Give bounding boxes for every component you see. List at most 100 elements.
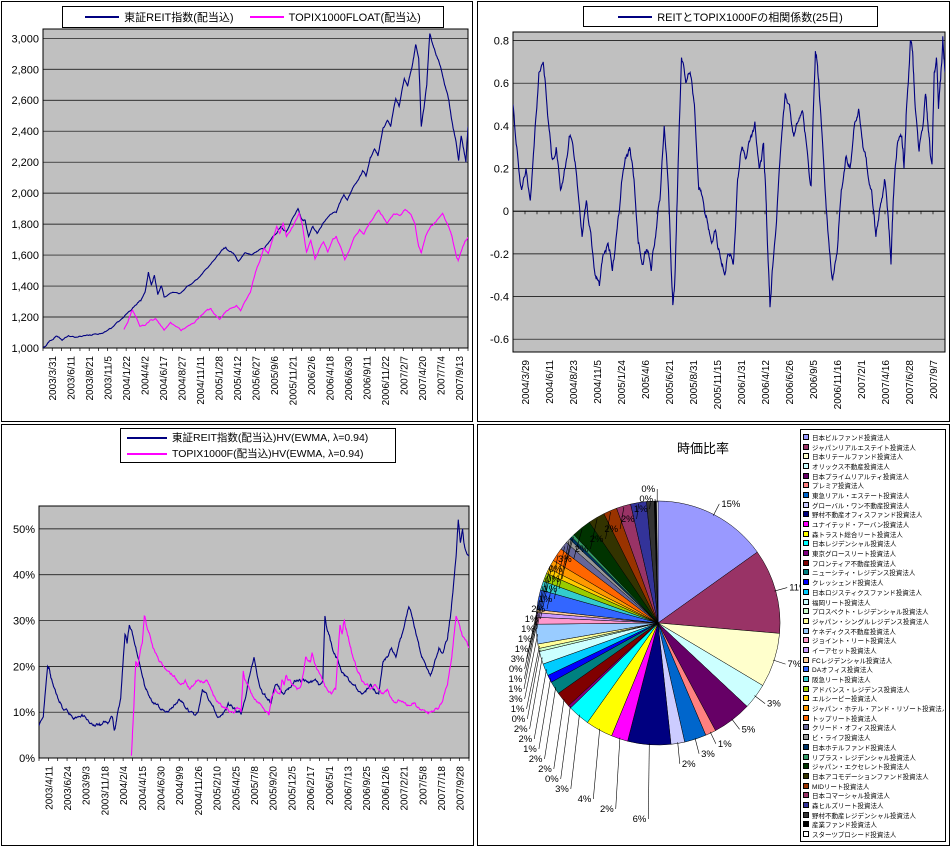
pie-legend-label: オリックス不動産投資法人 xyxy=(812,463,890,471)
pie-label-leader xyxy=(731,718,740,730)
pie-label-leader xyxy=(590,518,598,550)
pie-label-leader xyxy=(544,687,556,760)
pie-legend-swatch-icon xyxy=(803,666,809,673)
pie-legend-label: 日本アコモデーションファンド投資法人 xyxy=(812,773,929,781)
pie-percent-label: 1% xyxy=(539,594,553,605)
x-tick-label: 2007/4/16 xyxy=(881,360,892,405)
pie-label-leader xyxy=(636,503,639,520)
pie-legend-swatch-icon xyxy=(803,540,809,547)
x-tick-label: 2006/2/6 xyxy=(307,356,318,395)
legend-entry: 東証REIT指数(配当込) xyxy=(85,9,234,25)
pie-legend-label: クレッシェンド投資法人 xyxy=(812,580,884,588)
pie-legend-swatch-icon xyxy=(803,443,809,450)
pie-percent-label: 3% xyxy=(509,694,523,705)
pie-label-leader xyxy=(533,669,547,740)
pie-legend-item: ビ・ライフ投資法人 xyxy=(803,732,944,742)
pie-legend-swatch-icon xyxy=(803,617,809,624)
pie-label-leader xyxy=(526,599,540,660)
pie-legend-item: クレッシェンド投資法人 xyxy=(803,577,944,587)
pie-legend-swatch-icon xyxy=(803,637,809,644)
pie-legend-swatch-icon xyxy=(803,627,809,634)
y-tick-label: 2,800 xyxy=(11,64,39,76)
x-tick-label: 2004/8/23 xyxy=(569,360,580,405)
pie-label-leader xyxy=(561,538,572,580)
pie-percent-label: 1% xyxy=(511,704,525,715)
x-tick-label: 2006/4/18 xyxy=(325,356,336,401)
pie-legend-item: クリード・オフィス投資法人 xyxy=(803,723,944,733)
pie-legend-swatch-icon xyxy=(803,831,809,838)
pie-legend-item: 日本プライムリアルティ投資法人 xyxy=(803,471,944,481)
x-tick-label: 2007/2/7 xyxy=(399,356,410,395)
pie-chart-legend: 日本ビルファンド投資法人 ジャパンリアルエステイト投資法人 日本リテールファンド投資… xyxy=(800,429,946,842)
x-tick-label: 2006/6/26 xyxy=(785,360,796,405)
x-tick-label: 2005/7/8 xyxy=(250,766,261,805)
reit-index-series xyxy=(43,33,468,348)
pie-label-leader xyxy=(560,706,571,780)
x-tick-label: 2006/12/6 xyxy=(381,766,392,811)
pie-legend-label: ユナイテッド・アーバン投資法人 xyxy=(812,522,910,530)
pie-legend-swatch-icon xyxy=(803,491,809,498)
legend-label: 東証REIT指数(配当込)HV(EWMA, λ=0.94) xyxy=(172,432,369,444)
pie-legend-swatch-icon xyxy=(803,501,809,508)
x-tick-label: 2003/6/11 xyxy=(67,356,78,400)
pie-legend-item: MIDリート投資法人 xyxy=(803,781,944,791)
magenta-line-swatch-icon xyxy=(127,452,167,455)
pie-percent-label: 0% xyxy=(641,484,655,495)
pie-legend-item: DAオフィス投資法人 xyxy=(803,665,944,674)
legend-entry: REITとTOPIX1000Fの相関係数(25日) xyxy=(618,9,843,25)
x-tick-label: 2005/4/6 xyxy=(641,360,652,399)
y-tick-label: 50% xyxy=(13,524,35,536)
pie-legend-label: 産業ファンド投資法人 xyxy=(812,822,877,830)
x-tick-label: 2005/6/21 xyxy=(665,360,676,405)
correlation-series xyxy=(513,36,945,308)
pie-percent-label: 3% xyxy=(511,654,525,665)
pie-legend-swatch-icon xyxy=(803,714,809,721)
pie-legend-label: グローバル・ワン不動産投資法人 xyxy=(812,502,910,510)
x-tick-label: 2007/9/28 xyxy=(456,766,467,811)
y-tick-label: 0.6 xyxy=(494,78,509,90)
index-chart-legend: 東証REIT指数(配当込) TOPIX1000FLOAT(配当込) xyxy=(62,6,444,28)
pie-legend-swatch-icon xyxy=(803,705,809,712)
pie-legend-label: ジョイント・リート投資法人 xyxy=(812,638,897,646)
pie-percent-label: 2% xyxy=(590,534,604,545)
plot-area xyxy=(38,505,470,759)
x-tick-label: 2005/6/27 xyxy=(252,356,263,401)
legend-label: TOPIX1000F(配当込)HV(EWMA, λ=0.94) xyxy=(172,448,364,460)
pie-legend-swatch-icon xyxy=(803,521,809,528)
x-tick-label: 2004/6/17 xyxy=(159,356,170,401)
plot-area xyxy=(42,28,469,349)
y-tick-label: 10% xyxy=(13,707,35,719)
pie-legend-label: ニューシティ・レジデンス投資法人 xyxy=(812,570,916,578)
pie-percent-label: 0% xyxy=(512,714,526,725)
pie-percent-label: 15% xyxy=(721,499,741,510)
pie-legend-label: 阪急リート投資法人 xyxy=(812,677,871,685)
x-tick-label: 2006/6/30 xyxy=(344,356,355,401)
pie-legend-item: 日本ビルファンド投資法人 xyxy=(803,432,944,442)
y-tick-label: 1,000 xyxy=(11,343,39,355)
x-tick-label: 2006/9/11 xyxy=(362,356,373,400)
pie-percent-label: 2% xyxy=(621,514,635,525)
pie-legend-label: ジャパン・シングルレジデンス投資法人 xyxy=(812,618,929,626)
x-tick-label: 2007/9/7 xyxy=(929,360,940,399)
y-tick-label: 0.2 xyxy=(494,164,509,176)
x-tick-label: 2007/7/4 xyxy=(436,356,447,395)
pie-legend-label: リプラス・レジデンシャル投資法人 xyxy=(812,754,916,762)
pie-legend-swatch-icon xyxy=(803,530,809,537)
pie-percent-label: 1% xyxy=(525,614,539,625)
pie-legend-item: ジャパン・ホテル・アンド・リゾート投資法人 xyxy=(803,703,944,713)
pie-percent-label: 1% xyxy=(634,504,648,515)
x-tick-label: 2005/9/6 xyxy=(270,356,281,395)
x-tick-label: 2004/6/30 xyxy=(157,766,168,811)
pie-legend-label: クリード・オフィス投資法人 xyxy=(812,725,897,733)
y-tick-label: -0.6 xyxy=(490,334,509,346)
x-tick-label: 2004/2/4 xyxy=(119,766,130,805)
pie-percent-label: 3% xyxy=(701,749,715,760)
pie-legend-label: ケネディクス不動産投資法人 xyxy=(812,628,896,636)
y-tick-label: 1,800 xyxy=(11,219,39,231)
pie-label-leader xyxy=(540,564,553,620)
pie-legend-swatch-icon xyxy=(803,569,809,576)
pie-label-leader xyxy=(754,695,766,704)
pie-legend-item: エルシーピー投資法人 xyxy=(803,694,944,703)
correlation-chart-svg: 0.8 0.6 0.4 0.2 0 -0.2 -0.4 -0.6 2004/3/29 2004/6… xyxy=(490,31,946,409)
topix-hv-series xyxy=(130,615,469,756)
